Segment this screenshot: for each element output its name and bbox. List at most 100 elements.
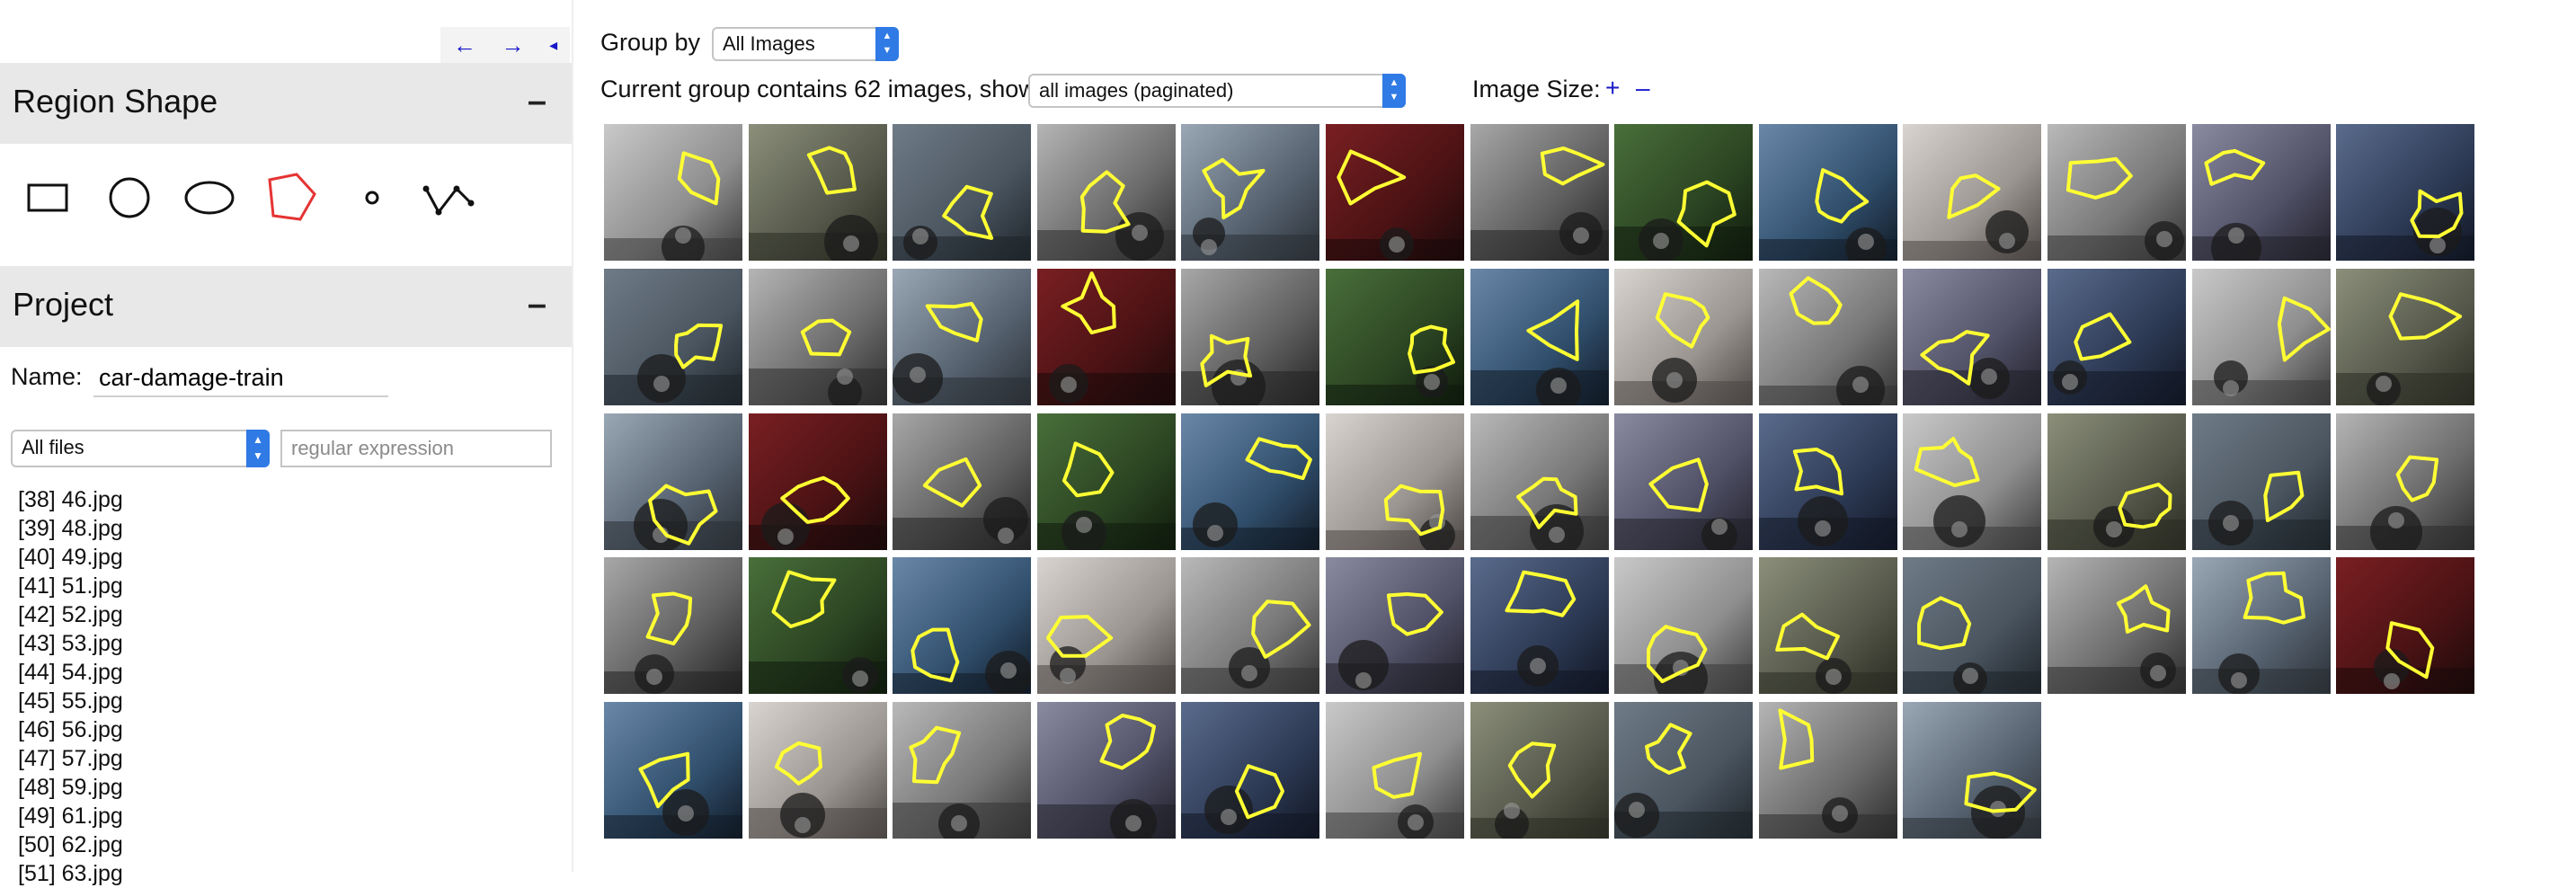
image-thumbnail[interactable] (893, 124, 1032, 261)
image-thumbnail[interactable] (2191, 268, 2331, 405)
image-thumbnail[interactable] (1614, 124, 1754, 261)
image-thumbnail[interactable] (2191, 124, 2331, 261)
file-list-item[interactable]: [43] 53.jpg (18, 631, 123, 656)
image-thumbnail[interactable] (1470, 124, 1609, 261)
file-list-item[interactable]: [50] 62.jpg (18, 832, 123, 857)
point-icon[interactable] (365, 191, 379, 205)
file-list-item[interactable]: [44] 54.jpg (18, 660, 123, 685)
file-list-item[interactable]: [39] 48.jpg (18, 516, 123, 541)
file-list-item[interactable]: [38] 46.jpg (18, 487, 123, 512)
file-list-item[interactable]: [49] 61.jpg (18, 804, 123, 829)
image-thumbnail[interactable] (1614, 702, 1754, 839)
image-thumbnail[interactable] (1903, 702, 2042, 839)
image-thumbnail[interactable] (893, 557, 1032, 695)
image-thumbnail[interactable] (1758, 268, 1897, 405)
image-thumbnail[interactable] (1470, 268, 1609, 405)
project-title: Project (13, 286, 114, 323)
project-header[interactable]: Project – (0, 266, 572, 347)
image-thumbnail[interactable] (1181, 413, 1320, 550)
file-list: [38] 46.jpg [39] 48.jpg [40] 49.jpg [41] 51… (18, 485, 557, 888)
project-name-input[interactable] (93, 360, 388, 397)
zoom-in-button[interactable]: + (1605, 74, 1621, 102)
image-thumbnail[interactable] (893, 702, 1032, 839)
file-filter-value: All files (22, 436, 84, 458)
polygon-icon[interactable] (268, 173, 316, 221)
file-list-item[interactable]: [42] 52.jpg (18, 602, 123, 627)
group-by-select[interactable]: All Images ▲ ▼ (712, 27, 899, 61)
image-thumbnail[interactable] (1614, 557, 1754, 695)
image-thumbnail[interactable] (1614, 413, 1754, 550)
regex-filter-input[interactable] (280, 430, 552, 467)
image-thumbnail[interactable] (1903, 557, 2042, 695)
image-thumbnail[interactable] (1036, 702, 1176, 839)
file-list-item[interactable]: [41] 51.jpg (18, 573, 123, 599)
image-thumbnail[interactable] (893, 268, 1032, 405)
image-thumbnail[interactable] (1181, 124, 1320, 261)
image-thumbnail[interactable] (604, 268, 742, 405)
file-list-item[interactable]: [51] 63.jpg (18, 861, 123, 886)
file-filter-select[interactable]: All files ▲ ▼ (11, 430, 270, 467)
image-thumbnail[interactable] (1470, 702, 1609, 839)
project-toggle[interactable]: – (527, 286, 546, 324)
image-thumbnail[interactable] (1326, 124, 1464, 261)
image-thumbnail[interactable] (1326, 268, 1464, 405)
polyline-icon[interactable] (422, 185, 475, 216)
file-list-item[interactable]: [45] 55.jpg (18, 688, 123, 714)
image-thumbnail[interactable] (2336, 268, 2475, 405)
image-thumbnail[interactable] (1903, 413, 2042, 550)
file-list-item[interactable]: [47] 57.jpg (18, 746, 123, 771)
file-list-item[interactable]: [46] 56.jpg (18, 717, 123, 742)
image-thumbnail[interactable] (1470, 557, 1609, 695)
rectangle-icon[interactable] (27, 183, 68, 212)
image-thumbnail[interactable] (1326, 413, 1464, 550)
image-thumbnail[interactable] (1614, 268, 1754, 405)
zoom-out-button[interactable]: – (1636, 74, 1650, 102)
image-thumbnail[interactable] (604, 124, 742, 261)
image-thumbnail[interactable] (893, 413, 1032, 550)
image-thumbnail[interactable] (2047, 557, 2186, 695)
image-thumbnail[interactable] (1036, 268, 1176, 405)
image-thumbnail[interactable] (1181, 557, 1320, 695)
image-thumbnail[interactable] (748, 702, 887, 839)
image-thumbnail[interactable] (748, 413, 887, 550)
prev-arrow-icon[interactable]: ← (452, 31, 476, 58)
image-thumbnail[interactable] (2191, 413, 2331, 550)
image-thumbnail[interactable] (2336, 413, 2475, 550)
show-mode-select[interactable]: all images (paginated) ▲ ▼ (1028, 74, 1406, 108)
next-arrow-icon[interactable]: → (501, 31, 525, 58)
left-sidebar: ← → ◂ Region Shape – (0, 0, 573, 886)
image-thumbnail[interactable] (1181, 702, 1320, 839)
collapse-sidebar-icon[interactable]: ◂ (549, 36, 558, 54)
ellipse-icon[interactable] (184, 181, 235, 215)
image-thumbnail[interactable] (2047, 268, 2186, 405)
file-list-item[interactable]: [48] 59.jpg (18, 775, 123, 800)
image-thumbnail[interactable] (2336, 124, 2475, 261)
image-thumbnail[interactable] (1326, 557, 1464, 695)
image-thumbnail[interactable] (1036, 413, 1176, 550)
image-thumbnail[interactable] (748, 268, 887, 405)
image-thumbnail[interactable] (1903, 124, 2042, 261)
image-thumbnail[interactable] (1758, 124, 1897, 261)
circle-icon[interactable] (109, 177, 150, 218)
image-thumbnail[interactable] (1758, 557, 1897, 695)
image-thumbnail[interactable] (1758, 413, 1897, 550)
image-thumbnail[interactable] (1758, 702, 1897, 839)
image-thumbnail[interactable] (1036, 124, 1176, 261)
region-shape-header[interactable]: Region Shape – (0, 63, 572, 144)
image-thumbnail[interactable] (2191, 557, 2331, 695)
image-thumbnail[interactable] (2047, 413, 2186, 550)
image-thumbnail[interactable] (1036, 557, 1176, 695)
image-thumbnail[interactable] (748, 557, 887, 695)
image-thumbnail[interactable] (2047, 124, 2186, 261)
image-thumbnail[interactable] (1470, 413, 1609, 550)
image-thumbnail[interactable] (748, 124, 887, 261)
image-thumbnail[interactable] (2336, 557, 2475, 695)
image-thumbnail[interactable] (604, 413, 742, 550)
file-list-item[interactable]: [40] 49.jpg (18, 545, 123, 570)
region-shape-toggle[interactable]: – (527, 83, 546, 120)
image-thumbnail[interactable] (604, 702, 742, 839)
image-thumbnail[interactable] (604, 557, 742, 695)
image-thumbnail[interactable] (1326, 702, 1464, 839)
image-thumbnail[interactable] (1181, 268, 1320, 405)
image-thumbnail[interactable] (1903, 268, 2042, 405)
